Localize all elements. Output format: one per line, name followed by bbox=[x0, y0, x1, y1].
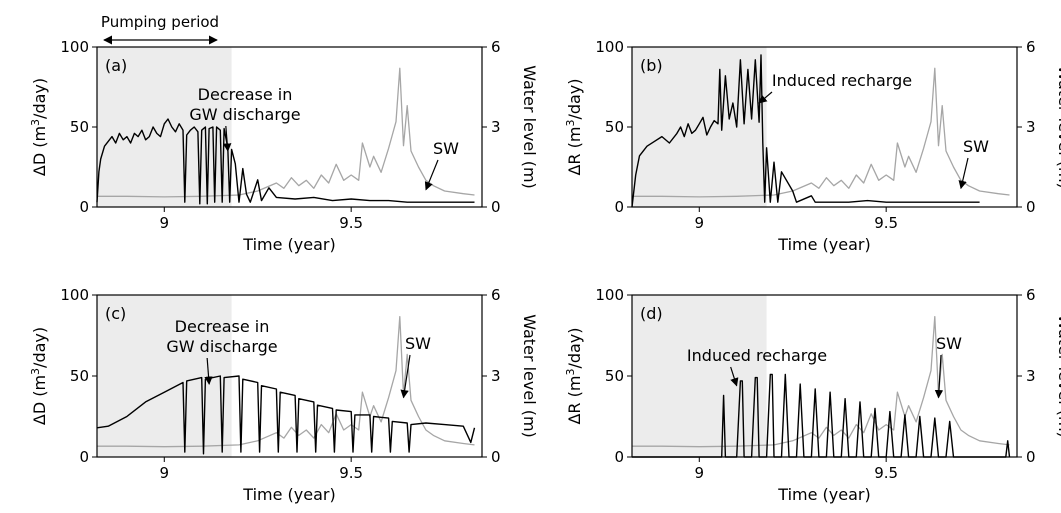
x-tick-label: 9 bbox=[160, 214, 170, 232]
y-tick-label: 100 bbox=[60, 286, 89, 304]
x-axis-title: Time (year) bbox=[242, 235, 335, 254]
x-tick-label: 9.5 bbox=[874, 214, 898, 232]
panel-label: (d) bbox=[640, 304, 663, 323]
y-right-tick-label: 0 bbox=[1026, 448, 1036, 466]
annotation-label: Induced recharge bbox=[687, 346, 827, 365]
y-right-tick-label: 0 bbox=[491, 448, 501, 466]
annotation-label: SW bbox=[963, 137, 989, 156]
annotation-arrow bbox=[758, 91, 773, 104]
y-right-tick-label: 0 bbox=[491, 198, 501, 216]
y-right-tick-label: 6 bbox=[1026, 38, 1036, 56]
pumping-period-shade bbox=[632, 47, 767, 207]
y-right-tick-label: 0 bbox=[1026, 198, 1036, 216]
y-right-tick-label: 6 bbox=[491, 38, 501, 56]
annotation-label: Induced recharge bbox=[772, 71, 912, 90]
y-axis-title: ΔR (m3/day) bbox=[564, 78, 584, 175]
panel-label: (c) bbox=[105, 304, 126, 323]
pumping-period-shade bbox=[97, 47, 232, 207]
chart-panel: 9 9.5 0 50 100 0 3 6 Time (year) ΔD (m3/day) Water… bbox=[29, 38, 539, 254]
pumping-period-shade bbox=[97, 295, 232, 457]
y-right-axis-title: Water level (m) bbox=[1055, 314, 1061, 438]
series-line-water-level bbox=[632, 67, 1010, 198]
y-tick-label: 100 bbox=[595, 286, 624, 304]
y-right-tick-label: 6 bbox=[1026, 286, 1036, 304]
y-tick-label: 50 bbox=[70, 367, 89, 385]
series-line-response bbox=[631, 54, 980, 208]
annotation-arrow bbox=[400, 354, 411, 399]
y-tick-label: 100 bbox=[60, 38, 89, 56]
panel-label: (b) bbox=[640, 56, 663, 75]
annotation-label: SW bbox=[936, 334, 962, 353]
y-tick-label: 100 bbox=[595, 38, 624, 56]
annotation-arrow bbox=[934, 354, 944, 399]
annotation-arrow bbox=[730, 366, 739, 387]
y-axis-title: ΔD (m3/day) bbox=[29, 78, 49, 176]
x-tick-label: 9 bbox=[695, 214, 705, 232]
annotation-label: SW bbox=[405, 334, 431, 353]
y-right-axis-title: Water level (m) bbox=[520, 314, 539, 438]
pumping-period-label: Pumping period bbox=[101, 13, 219, 31]
y-tick-label: 0 bbox=[79, 198, 89, 216]
x-axis-title: Time (year) bbox=[777, 235, 870, 254]
series-line-water-level bbox=[97, 67, 475, 198]
annotation-label: Decrease in GW discharge bbox=[189, 85, 300, 124]
y-axis-title: ΔD (m3/day) bbox=[29, 327, 49, 425]
x-axis-title: Time (year) bbox=[777, 485, 870, 504]
y-right-axis-title: Water level (m) bbox=[1055, 65, 1061, 189]
y-right-tick-label: 3 bbox=[491, 118, 501, 136]
series-line-water-level bbox=[97, 315, 475, 448]
x-tick-label: 9.5 bbox=[339, 214, 363, 232]
pumping-period-header: Pumping period bbox=[101, 13, 219, 45]
y-right-tick-label: 6 bbox=[491, 286, 501, 304]
annotation-label: Decrease in GW discharge bbox=[166, 317, 277, 356]
y-right-tick-label: 3 bbox=[1026, 367, 1036, 385]
x-tick-label: 9.5 bbox=[874, 464, 898, 482]
y-tick-label: 50 bbox=[605, 118, 624, 136]
annotation-arrow bbox=[204, 357, 213, 385]
series-line-response bbox=[96, 375, 476, 455]
y-tick-label: 0 bbox=[79, 448, 89, 466]
y-tick-label: 50 bbox=[605, 367, 624, 385]
annotation-label: SW bbox=[433, 139, 459, 158]
panel-label: (a) bbox=[105, 56, 127, 75]
x-tick-label: 9 bbox=[695, 464, 705, 482]
series-line-water-level bbox=[632, 315, 1010, 448]
y-axis-title: ΔR (m3/day) bbox=[564, 327, 584, 424]
x-tick-label: 9 bbox=[160, 464, 170, 482]
annotation-arrow bbox=[424, 159, 439, 191]
series-line-response bbox=[96, 118, 475, 205]
x-tick-label: 9.5 bbox=[339, 464, 363, 482]
y-right-tick-label: 3 bbox=[1026, 118, 1036, 136]
x-axis-title: Time (year) bbox=[242, 485, 335, 504]
y-tick-label: 50 bbox=[70, 118, 89, 136]
y-right-tick-label: 3 bbox=[491, 367, 501, 385]
y-tick-label: 0 bbox=[614, 448, 624, 466]
annotation-arrow bbox=[958, 157, 969, 190]
chart-panel: 9 9.5 0 50 100 0 3 6 Time (year) ΔR (m3/day) Water… bbox=[564, 286, 1061, 504]
chart-panel: 9 9.5 0 50 100 0 3 6 Time (year) ΔR (m3/day) Water… bbox=[564, 38, 1061, 254]
chart-panel: 9 9.5 0 50 100 0 3 6 Time (year) ΔD (m3/day) Water… bbox=[29, 286, 539, 504]
y-tick-label: 0 bbox=[614, 198, 624, 216]
annotation-arrow bbox=[223, 125, 232, 152]
y-right-axis-title: Water level (m) bbox=[520, 65, 539, 189]
